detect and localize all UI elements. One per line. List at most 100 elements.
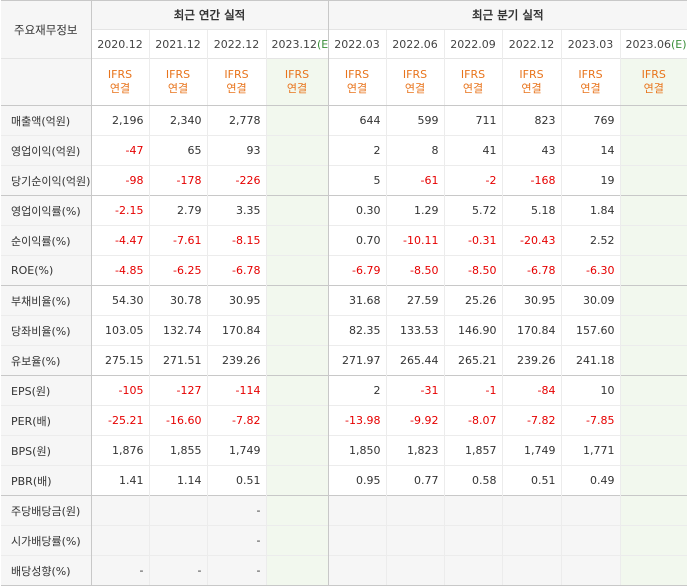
standard-line2: 연결 xyxy=(109,82,131,95)
standard-line2: 연결 xyxy=(404,82,426,95)
estimate-mark: (E) xyxy=(317,37,328,51)
accounting-standard: IFRS 연결 xyxy=(206,58,266,106)
row-label: 시가배당률(%) xyxy=(1,525,91,556)
table-cell: 2.52 xyxy=(560,225,620,256)
table-cell: 0.77 xyxy=(385,465,444,496)
standard-line1: IFRS xyxy=(224,68,249,81)
accounting-standard: IFRS 연결 xyxy=(501,58,561,106)
table-cell xyxy=(265,435,328,466)
table-cell: 0.51 xyxy=(206,465,266,496)
table-cell: 10 xyxy=(560,375,620,406)
row-label: 당좌비율(%) xyxy=(1,315,91,346)
table-cell: 30.95 xyxy=(206,285,266,316)
table-cell xyxy=(327,495,386,526)
standard-line1: IFRS xyxy=(519,68,544,81)
table-cell xyxy=(90,525,149,556)
table-title: 주요재무정보 xyxy=(1,0,91,59)
table-cell: 93 xyxy=(206,135,266,166)
table-cell: 5.72 xyxy=(443,195,502,226)
table-cell: -0.31 xyxy=(443,225,502,256)
table-cell: 644 xyxy=(327,105,386,136)
table-cell: -25.21 xyxy=(90,405,149,436)
table-cell: 8 xyxy=(385,135,444,166)
table-cell xyxy=(385,555,444,586)
table-cell: 0.95 xyxy=(327,465,386,496)
table-row: ROE(%) -4.85 -6.25 -6.78 -6.79 -8.50 -8.50 -6.7… xyxy=(1,255,688,286)
table-cell xyxy=(327,555,386,586)
table-row: 배당성향(%) - - - xyxy=(1,555,688,586)
row-label: 매출액(억원) xyxy=(1,105,91,136)
table-cell: 1,857 xyxy=(443,435,502,466)
table-cell: - xyxy=(90,555,149,586)
row-label: PER(배) xyxy=(1,405,91,436)
financial-rows: 매출액(억원) 2,196 2,340 2,778 644 599 711 823 769 영업이… xyxy=(1,105,688,586)
period-header: 2023.03 xyxy=(560,29,620,59)
table-cell xyxy=(619,435,688,466)
table-cell xyxy=(619,345,688,376)
period-label: 2023.06 xyxy=(625,37,672,51)
accounting-standard-row: IFRS 연결 IFRS 연결 IFRS 연결 IFRS 연결 IFRS 연결 IFRS 연결 IFRS… xyxy=(1,58,688,106)
table-cell: -61 xyxy=(385,165,444,196)
table-cell: 27.59 xyxy=(385,285,444,316)
table-cell: 769 xyxy=(560,105,620,136)
table-row: 매출액(억원) 2,196 2,340 2,778 644 599 711 823 769 xyxy=(1,105,688,136)
period-header: 2022.03 xyxy=(327,29,386,59)
period-label: 2023.12 xyxy=(271,37,318,51)
table-cell: 2,778 xyxy=(206,105,266,136)
row-label: 당기순이익(억원) xyxy=(1,165,91,196)
table-cell: 1,855 xyxy=(148,435,207,466)
period-header: 2022.06 xyxy=(385,29,444,59)
table-cell: -4.47 xyxy=(90,225,149,256)
table-cell xyxy=(265,135,328,166)
table-cell: -10.11 xyxy=(385,225,444,256)
table-cell xyxy=(619,135,688,166)
table-cell: 170.84 xyxy=(206,315,266,346)
row-label: EPS(원) xyxy=(1,375,91,406)
table-cell xyxy=(619,105,688,136)
standard-line1: IFRS xyxy=(641,68,666,81)
table-cell: -226 xyxy=(206,165,266,196)
table-row: 당기순이익(억원) -98 -178 -226 5 -61 -2 -168 19 xyxy=(1,165,688,196)
table-cell: -7.82 xyxy=(206,405,266,436)
period-header: 2023.06(E) xyxy=(619,29,688,59)
table-cell xyxy=(619,195,688,226)
row-label: 영업이익률(%) xyxy=(1,195,91,226)
table-cell: 82.35 xyxy=(327,315,386,346)
table-cell: 41 xyxy=(443,135,502,166)
table-cell: -84 xyxy=(501,375,561,406)
table-cell: 1,749 xyxy=(206,435,266,466)
estimate-mark: (E) xyxy=(671,37,687,51)
accounting-standard: IFRS 연결 xyxy=(90,58,149,106)
period-label: 2022.03 xyxy=(334,37,380,51)
table-row: 영업이익(억원) -47 65 93 2 8 41 43 14 xyxy=(1,135,688,166)
table-cell: 275.15 xyxy=(90,345,149,376)
table-cell: 1.14 xyxy=(148,465,207,496)
table-cell: 30.78 xyxy=(148,285,207,316)
table-cell: 1.84 xyxy=(560,195,620,226)
table-cell xyxy=(619,495,688,526)
table-cell: -4.85 xyxy=(90,255,149,286)
standard-line2: 연결 xyxy=(521,82,542,95)
table-row: 부채비율(%) 54.30 30.78 30.95 31.68 27.59 25.26 30.… xyxy=(1,285,688,316)
table-cell: -31 xyxy=(385,375,444,406)
table-cell: - xyxy=(206,525,266,556)
table-cell: 239.26 xyxy=(206,345,266,376)
table-row: 영업이익률(%) -2.15 2.79 3.35 0.30 1.29 5.72 5.18 1.8… xyxy=(1,195,688,226)
table-cell: -2.15 xyxy=(90,195,149,226)
table-cell: 599 xyxy=(385,105,444,136)
table-cell: -8.07 xyxy=(443,405,502,436)
period-header: 2022.12 xyxy=(206,29,266,59)
table-cell: 1,850 xyxy=(327,435,386,466)
standard-row-label xyxy=(1,58,91,106)
standard-line2: 연결 xyxy=(226,82,247,95)
table-cell: 30.09 xyxy=(560,285,620,316)
standard-line2: 연결 xyxy=(580,82,601,95)
table-cell xyxy=(265,525,328,556)
table-cell xyxy=(443,525,502,556)
table-cell: -8.15 xyxy=(206,225,266,256)
table-cell: -6.25 xyxy=(148,255,207,286)
standard-line2: 연결 xyxy=(286,82,308,95)
table-cell xyxy=(385,495,444,526)
row-label: 부채비율(%) xyxy=(1,285,91,316)
